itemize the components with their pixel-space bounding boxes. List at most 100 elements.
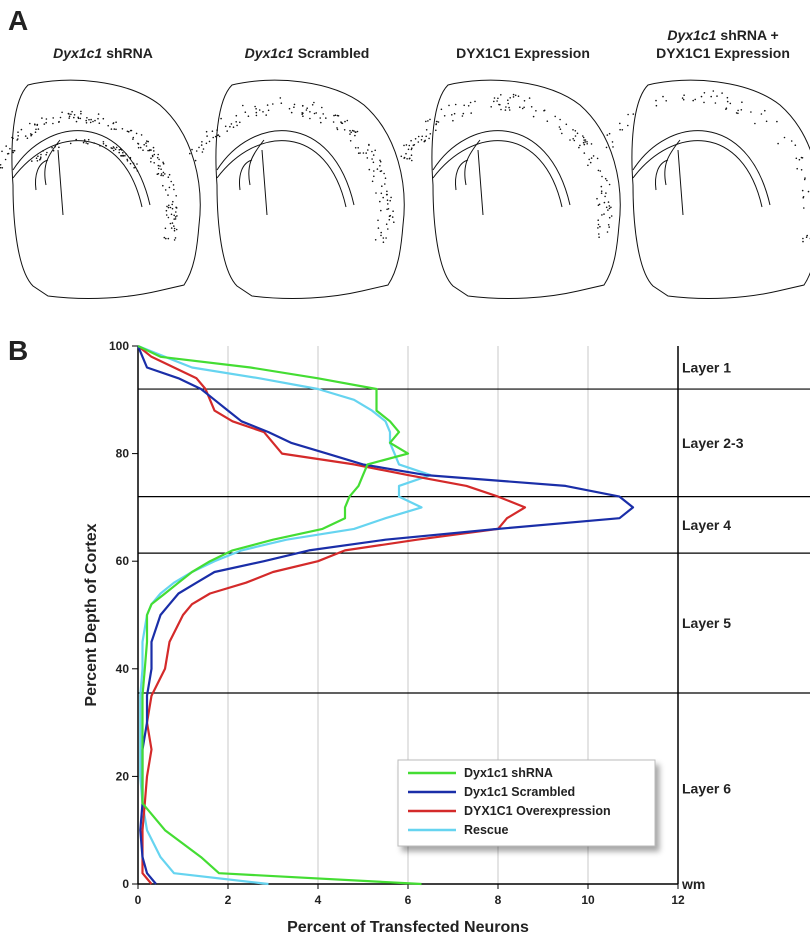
neuron-dot [605, 192, 607, 194]
neuron-dot [765, 120, 768, 123]
neuron-dot [380, 231, 382, 234]
neuron-dot [85, 122, 88, 124]
neuron-dot [795, 157, 798, 160]
neuron-dot [365, 152, 367, 154]
neuron-dot [36, 160, 39, 162]
neuron-dot [777, 142, 779, 145]
neuron-dot [232, 126, 235, 128]
neuron-dot [162, 174, 164, 177]
neuron-dot [612, 146, 614, 148]
neuron-dot [163, 236, 166, 239]
neuron-dot [171, 222, 174, 224]
neuron-dot [586, 143, 588, 145]
neuron-dot [600, 185, 603, 188]
callosum [432, 130, 571, 206]
neuron-dot [39, 157, 42, 160]
x-tick-label: 4 [315, 893, 322, 907]
neuron-dot [354, 147, 357, 149]
neuron-dot [125, 153, 127, 155]
neuron-dot [703, 92, 706, 94]
neuron-dot [386, 190, 388, 193]
neuron-dot [508, 109, 511, 111]
neuron-dot [336, 127, 338, 129]
neuron-dot [621, 129, 624, 131]
neuron-dot [160, 168, 162, 170]
neuron-dot [12, 151, 14, 154]
neuron-dot [608, 183, 611, 186]
neuron-dot [309, 111, 311, 113]
neuron-dot [665, 100, 667, 102]
layer-label: Layer 4 [682, 517, 731, 533]
neuron-dot [301, 105, 304, 107]
neuron-dot [428, 137, 430, 140]
neuron-dot [572, 129, 574, 131]
neuron-dot [150, 157, 152, 159]
neuron-dot [589, 161, 592, 164]
neuron-dot [145, 145, 148, 147]
neuron-dot [366, 157, 369, 159]
neuron-dot [590, 157, 593, 159]
neuron-dot [279, 97, 282, 99]
neuron-dot [272, 103, 274, 105]
neuron-dot [290, 111, 293, 114]
neuron-dot [92, 120, 94, 123]
neuron-dot [293, 106, 295, 108]
neuron-dot [474, 100, 476, 103]
neuron-dot [500, 108, 502, 111]
neuron-dot [280, 102, 283, 104]
neuron-dot [565, 123, 568, 126]
y-tick-label: 100 [109, 339, 129, 353]
neuron-dot [168, 173, 171, 176]
neuron-dot [174, 237, 177, 239]
legend-box [397, 759, 656, 847]
neuron-dot [52, 149, 55, 152]
neuron-dot [597, 219, 599, 221]
panel-title: Dyx1c1 Scrambled [245, 45, 370, 61]
neuron-dot [20, 128, 23, 131]
neuron-dot [205, 142, 208, 145]
neuron-dot [507, 102, 509, 105]
neuron-dot [146, 140, 148, 142]
title-italic: Dyx1c1 [245, 45, 294, 61]
neuron-dot [411, 147, 413, 149]
neuron-dot [320, 121, 322, 124]
neuron-dot [509, 97, 511, 99]
x-tick-label: 8 [495, 893, 502, 907]
neuron-dot [208, 140, 211, 143]
neuron-dot [134, 166, 137, 169]
neuron-dot [189, 152, 191, 155]
neuron-dot [435, 123, 438, 125]
neuron-dot [357, 147, 359, 149]
neuron-dot [150, 149, 152, 151]
neuron-dot [167, 216, 170, 219]
neuron-dot [498, 103, 500, 106]
y-tick-label: 40 [116, 662, 130, 676]
neuron-dot [45, 118, 48, 120]
neuron-dot [349, 129, 351, 132]
neuron-dot [152, 146, 155, 149]
neuron-dot [504, 109, 507, 111]
neuron-dot [153, 162, 155, 164]
neuron-dot [11, 136, 13, 139]
neuron-dot [201, 141, 203, 143]
neuron-dot [381, 185, 383, 187]
neuron-dot [461, 115, 464, 117]
neuron-dot [535, 110, 537, 112]
title-text: DYX1C1 Expression [456, 45, 590, 61]
neuron-dot [322, 113, 324, 115]
neuron-dot [153, 153, 156, 156]
neuron-dot [191, 148, 193, 151]
neuron-dot [218, 135, 221, 138]
neuron-dot [133, 167, 135, 169]
neuron-dot [77, 116, 79, 119]
neuron-dot [147, 149, 149, 152]
neuron-dot [584, 141, 586, 143]
neuron-dot [505, 106, 507, 108]
neuron-dot [790, 140, 793, 142]
neuron-dot [102, 117, 105, 120]
neuron-dot [311, 104, 314, 106]
neuron-dot [266, 104, 269, 106]
neuron-dot [171, 207, 174, 210]
neuron-dot [598, 233, 600, 235]
neuron-dot [132, 138, 134, 140]
